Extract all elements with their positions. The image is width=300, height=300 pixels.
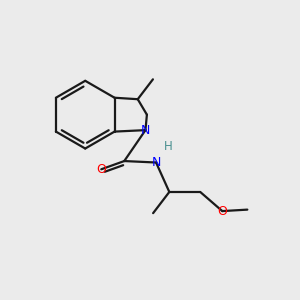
Text: O: O: [96, 163, 106, 176]
Text: O: O: [218, 205, 227, 218]
Text: N: N: [141, 124, 150, 136]
Text: N: N: [152, 156, 161, 169]
Text: H: H: [164, 140, 173, 153]
